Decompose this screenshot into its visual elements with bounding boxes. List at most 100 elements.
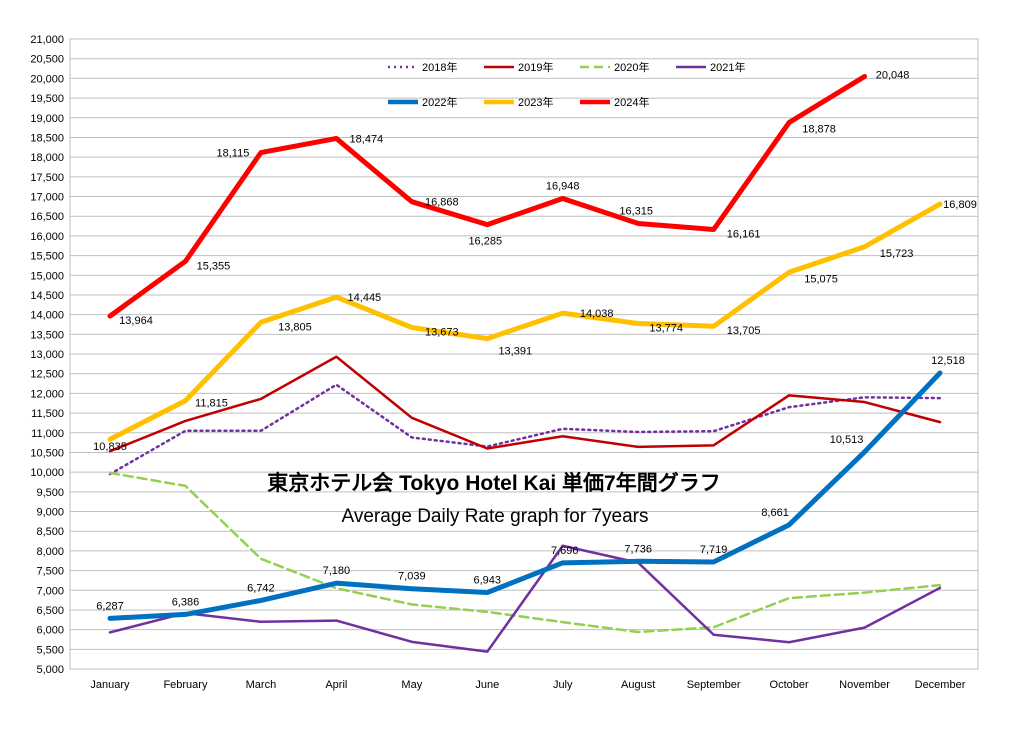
data-label: 14,038: [580, 308, 614, 320]
legend-label: 2021年: [710, 60, 745, 74]
y-tick-label: 16,500: [30, 211, 64, 223]
data-label: 7,696: [551, 545, 579, 557]
series-line: [108, 383, 942, 476]
data-label: 6,943: [474, 574, 502, 586]
data-label: 20,048: [876, 69, 910, 81]
legend: 2018年 2019年 2020年 2021年 2022年 2023年 2024年: [388, 60, 745, 109]
data-label: 13,964: [119, 315, 153, 327]
y-tick-label: 12,000: [30, 388, 64, 400]
x-tick-label: November: [839, 679, 890, 691]
data-label: 10,513: [830, 434, 864, 446]
data-label: 11,815: [195, 398, 228, 410]
x-tick-label: June: [475, 679, 499, 691]
y-axis-ticks: 5,000 5,500 6,000 6,500 7,000 7,500 8,000 8,500…: [30, 34, 64, 676]
data-label: 12,518: [931, 355, 965, 367]
y-tick-label: 18,500: [30, 132, 64, 144]
y-tick-label: 11,000: [31, 428, 64, 440]
chart-title: 東京ホテル会 Tokyo Hotel Kai 単価7年間グラフ: [267, 471, 720, 495]
series-line: [107, 201, 943, 442]
x-tick-label: February: [163, 679, 208, 691]
y-tick-label: 6,500: [36, 605, 64, 617]
legend-label: 2019年: [518, 60, 553, 74]
data-label: 16,161: [727, 229, 761, 241]
y-tick-label: 17,500: [30, 172, 64, 184]
x-tick-label: December: [915, 679, 966, 691]
y-tick-label: 8,500: [36, 526, 64, 538]
data-label: 7,180: [323, 565, 351, 577]
y-tick-label: 14,500: [30, 290, 64, 302]
data-label: 16,868: [425, 197, 459, 209]
y-tick-label: 14,000: [30, 310, 64, 322]
y-tick-label: 21,000: [30, 34, 64, 46]
series-line: [108, 544, 942, 653]
data-label: 16,948: [546, 181, 580, 193]
y-tick-label: 8,000: [36, 546, 64, 558]
series-line: [108, 355, 942, 453]
y-tick-label: 15,000: [30, 270, 64, 282]
data-label: 18,115: [216, 148, 249, 160]
y-tick-label: 13,000: [30, 349, 64, 361]
data-label: 18,878: [802, 124, 836, 136]
data-label: 16,285: [468, 236, 502, 248]
data-label: 15,075: [804, 273, 838, 285]
y-tick-label: 19,000: [30, 113, 64, 125]
legend-label: 2024年: [614, 95, 649, 109]
series-line: [107, 73, 868, 319]
x-tick-label: October: [770, 679, 809, 691]
data-label: 13,774: [649, 323, 683, 335]
data-label: 18,474: [350, 133, 384, 145]
data-label: 13,705: [727, 325, 761, 337]
legend-label: 2022年: [422, 95, 457, 109]
y-tick-label: 16,000: [30, 231, 64, 243]
y-tick-label: 10,000: [30, 467, 64, 479]
y-tick-label: 6,000: [36, 625, 64, 637]
data-label: 10,835: [93, 441, 127, 453]
data-label: 6,287: [96, 600, 124, 612]
data-label: 14,445: [348, 292, 382, 304]
data-label: 16,315: [619, 205, 653, 217]
y-tick-label: 7,000: [36, 585, 64, 597]
y-tick-label: 20,500: [30, 54, 64, 66]
series-line: [108, 471, 942, 634]
data-label: 6,386: [172, 596, 200, 608]
y-tick-label: 9,000: [36, 507, 64, 519]
y-tick-label: 12,500: [30, 369, 64, 381]
data-label: 7,039: [398, 571, 426, 583]
chart-subtitle: Average Daily Rate graph for 7years: [342, 506, 649, 527]
data-label: 15,723: [880, 248, 914, 260]
data-label: 16,809: [943, 199, 977, 211]
x-tick-label: March: [246, 679, 277, 691]
x-tick-label: April: [325, 679, 347, 691]
y-tick-label: 5,000: [36, 664, 64, 676]
data-label: 13,391: [498, 346, 532, 358]
y-tick-label: 10,500: [30, 447, 64, 459]
data-label: 6,742: [247, 582, 275, 594]
y-tick-label: 5,500: [36, 644, 64, 656]
data-label: 7,736: [624, 543, 652, 555]
data-label: 8,661: [761, 507, 789, 519]
legend-label: 2020年: [614, 60, 649, 74]
data-labels: 6,287 6,386 6,742 7,180 7,039 6,943 7,696 7,736…: [93, 69, 977, 612]
y-tick-label: 20,000: [30, 73, 64, 85]
data-label: 15,355: [197, 260, 231, 272]
y-tick-label: 17,000: [30, 192, 64, 204]
data-label: 7,719: [700, 544, 728, 556]
x-axis-ticks: January February March April May June July Augu…: [90, 679, 965, 691]
x-tick-label: September: [687, 679, 741, 691]
data-label: 13,673: [425, 327, 459, 339]
y-tick-label: 9,500: [36, 487, 64, 499]
y-tick-label: 7,500: [36, 566, 64, 578]
y-tick-label: 18,000: [30, 152, 64, 164]
legend-label: 2018年: [422, 60, 457, 74]
y-tick-label: 15,500: [30, 251, 64, 263]
y-tick-label: 11,500: [31, 408, 64, 420]
x-tick-label: August: [621, 679, 655, 691]
x-tick-label: July: [553, 679, 573, 691]
data-label: 13,805: [278, 321, 312, 333]
y-tick-label: 19,500: [30, 93, 64, 105]
series-lines: [107, 73, 943, 653]
series-line: [107, 370, 943, 621]
x-tick-label: May: [401, 679, 422, 691]
